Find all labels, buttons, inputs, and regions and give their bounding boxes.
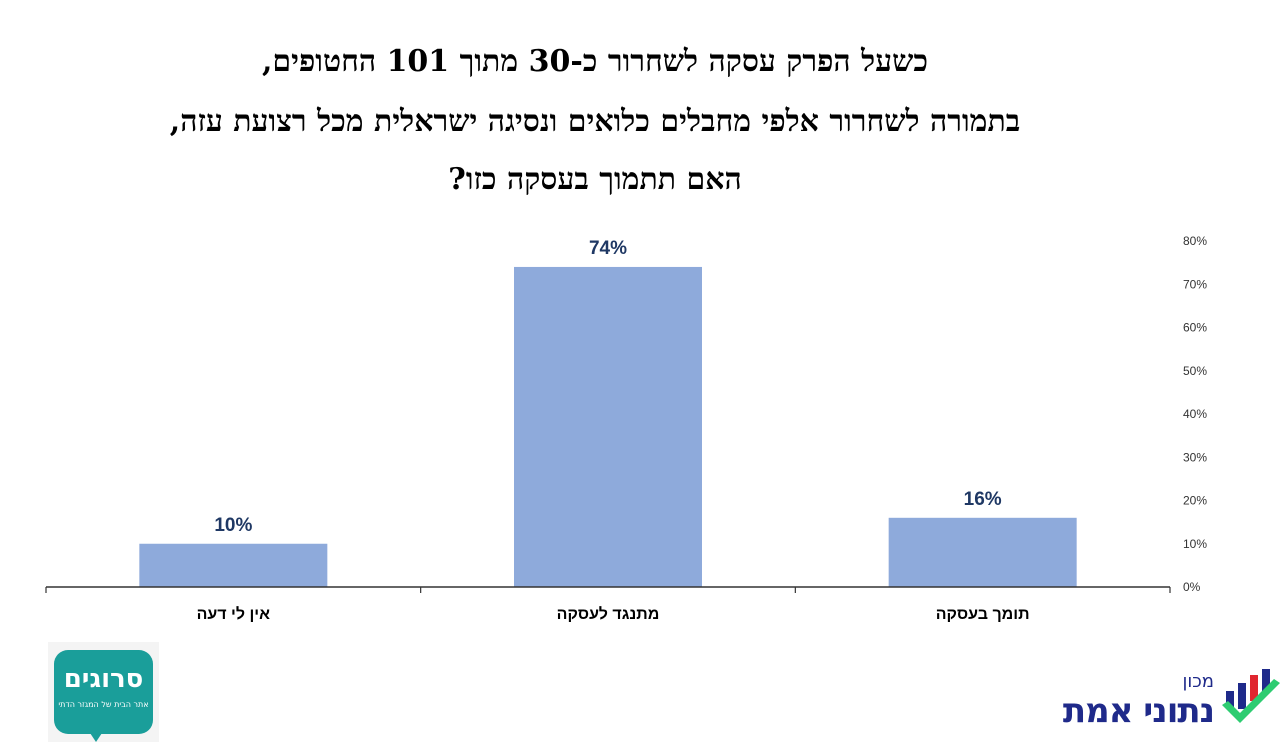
y-tick-label: 0% [1183, 580, 1201, 594]
chart-check-icon [1222, 669, 1280, 723]
y-tick-label: 40% [1183, 407, 1207, 421]
nituney-emet-logo: מכון נתוני אמת [1063, 665, 1282, 737]
y-tick-label: 30% [1183, 450, 1207, 464]
chart-title-line-2: בתמורה לשחרור אלפי מחבלים כלואים ונסיגה … [169, 104, 1021, 139]
x-tick-label: אין לי דעה [197, 605, 271, 623]
y-tick-label: 10% [1183, 537, 1207, 551]
chart-title-line-3: האם תתמוך בעסקה כזו? [448, 162, 742, 197]
data-label: 10% [214, 515, 252, 536]
data-label: 74% [589, 238, 627, 259]
y-tick-label: 20% [1183, 494, 1207, 508]
chart-title-line-1: כשעל הפרק עסקה לשחרור כ-30 מתוך 101 החטו… [261, 44, 929, 79]
bar [514, 266, 702, 587]
data-label: 16% [964, 489, 1002, 510]
x-tick-label: מתנגד לעסקה [557, 605, 660, 623]
bar [888, 517, 1077, 587]
y-tick-label: 60% [1183, 321, 1207, 335]
x-tick-label: תומך בעסקה [936, 606, 1030, 623]
y-tick-label: 70% [1183, 277, 1207, 291]
y-tick-label: 50% [1183, 364, 1207, 378]
srugim-logo: סרוגים אתר הבית של המגזר הדתי [48, 642, 159, 742]
bar [139, 543, 328, 587]
y-tick-label: 80% [1183, 234, 1207, 248]
